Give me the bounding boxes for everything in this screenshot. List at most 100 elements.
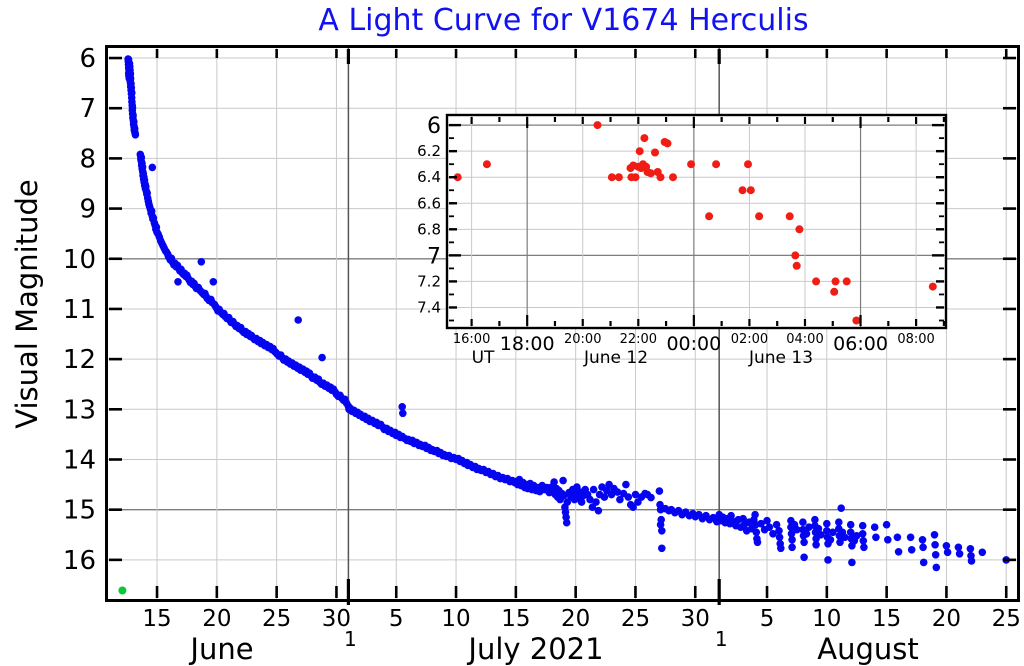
inset-data-point xyxy=(738,186,747,195)
inset-data-point xyxy=(812,277,821,286)
inset-data-point xyxy=(614,173,623,182)
data-point xyxy=(318,353,326,362)
data-point xyxy=(802,530,811,538)
x-tick-label: 25 xyxy=(262,606,291,632)
data-point xyxy=(586,495,594,504)
inset-x-tick-label: 16:00 xyxy=(453,332,490,347)
y-tick-label: 14 xyxy=(63,445,96,475)
data-point xyxy=(398,403,407,411)
data-point xyxy=(562,513,570,521)
data-point xyxy=(751,510,759,519)
data-point xyxy=(848,558,856,567)
data-point xyxy=(197,258,206,266)
inset-data-point xyxy=(830,287,839,296)
inset-x-tick-label: 18:00 xyxy=(500,333,555,355)
y-tick-label: 13 xyxy=(63,395,96,425)
data-point xyxy=(128,88,136,97)
data-point xyxy=(812,541,820,549)
y-tick-label: 15 xyxy=(63,496,96,526)
data-point xyxy=(174,278,182,286)
x-tick-label: 25 xyxy=(992,606,1021,632)
y-tick-label: 11 xyxy=(63,295,96,325)
data-point xyxy=(954,543,963,552)
data-point xyxy=(655,487,664,495)
data-point xyxy=(860,543,868,552)
data-point xyxy=(148,163,157,172)
month-start-label: 1 xyxy=(344,627,357,651)
x-tick-label: 5 xyxy=(760,606,775,632)
data-point xyxy=(811,515,819,524)
inset-data-point xyxy=(687,160,696,169)
x-tick-label: 10 xyxy=(812,606,841,632)
inset-data-point xyxy=(928,282,937,291)
inset-data-point xyxy=(792,261,801,270)
data-point xyxy=(657,515,665,524)
data-point xyxy=(562,518,571,527)
data-point xyxy=(128,103,137,112)
data-point xyxy=(753,538,762,547)
data-point xyxy=(835,518,843,526)
y-tick-label: 9 xyxy=(79,195,96,225)
inset-data-point xyxy=(842,277,851,286)
inset-data-point xyxy=(755,212,764,221)
x-tick-label: 25 xyxy=(621,606,650,632)
inset-date-label: UT xyxy=(472,348,495,368)
data-point xyxy=(752,528,761,537)
inset-data-point xyxy=(746,186,755,195)
data-point xyxy=(872,533,880,542)
data-point xyxy=(823,519,831,528)
data-point xyxy=(919,543,927,552)
inset-data-point xyxy=(852,316,861,325)
x-tick-label: 15 xyxy=(501,606,530,632)
data-point xyxy=(800,538,808,547)
x-tick-label: 20 xyxy=(202,606,231,632)
data-point xyxy=(647,493,655,502)
inset-data-point xyxy=(785,212,794,221)
data-point xyxy=(658,544,666,553)
inset-data-point xyxy=(744,160,752,169)
data-point xyxy=(882,520,891,529)
data-point xyxy=(209,278,218,286)
data-point xyxy=(858,521,867,530)
data-point xyxy=(757,519,765,528)
x-tick-label: 30 xyxy=(322,606,351,632)
data-point xyxy=(919,558,928,567)
y-tick-label: 10 xyxy=(63,245,96,275)
inset-data-point xyxy=(607,173,616,182)
inset-data-point xyxy=(831,277,840,286)
data-point xyxy=(624,493,633,501)
inset-data-point xyxy=(631,173,640,182)
inset-data-point xyxy=(635,147,644,156)
inset-date-label: June 12 xyxy=(583,348,648,368)
data-point xyxy=(918,536,927,544)
inset-y-tick-label: 6.6 xyxy=(417,194,441,212)
inset-x-tick-label: 04:00 xyxy=(786,332,823,347)
y-tick-label: 12 xyxy=(63,345,96,375)
data-point xyxy=(765,523,774,531)
inset-data-point xyxy=(791,251,800,260)
data-point xyxy=(763,516,771,525)
y-tick-label: 7 xyxy=(79,94,96,124)
data-point xyxy=(836,538,844,547)
data-point xyxy=(858,530,867,538)
data-point xyxy=(769,530,777,538)
data-point xyxy=(930,531,939,539)
data-point xyxy=(931,551,940,559)
inset-background xyxy=(448,116,945,327)
data-point xyxy=(823,527,831,535)
inset-data-point xyxy=(646,169,655,178)
data-point xyxy=(943,548,952,557)
inset-y-tick-label: 6 xyxy=(427,114,441,139)
data-point xyxy=(814,524,823,533)
x-tick-label: 10 xyxy=(441,606,470,632)
data-point xyxy=(787,530,796,538)
data-point xyxy=(777,544,785,553)
data-point xyxy=(799,518,807,526)
chart-title: A Light Curve for V1674 Herculis xyxy=(318,3,809,38)
data-point xyxy=(966,545,975,553)
data-point xyxy=(932,563,941,572)
data-point xyxy=(592,498,600,506)
inset-y-tick-label: 6.2 xyxy=(417,142,441,160)
inset-y-tick-label: 7.4 xyxy=(417,298,441,316)
